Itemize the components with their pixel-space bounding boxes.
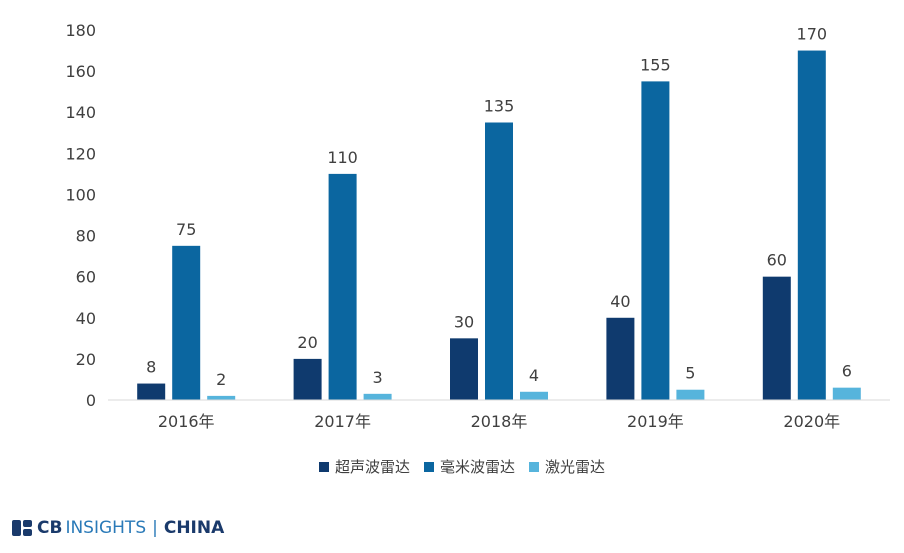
bar xyxy=(137,383,166,400)
data-label: 170 xyxy=(797,25,828,44)
y-tick-label: 0 xyxy=(86,391,96,410)
bar xyxy=(293,358,322,400)
bar xyxy=(641,81,670,400)
data-label: 3 xyxy=(373,368,383,387)
cbinsights-china-logo: CB INSIGHTS | CHINA xyxy=(12,518,224,538)
data-label: 5 xyxy=(685,364,695,383)
data-label: 110 xyxy=(327,148,358,167)
x-tick-label: 2020年 xyxy=(783,412,840,431)
y-tick-label: 160 xyxy=(65,62,96,81)
data-label: 75 xyxy=(176,220,196,239)
legend: 超声波雷达 毫米波雷达 激光雷达 xyxy=(0,456,904,477)
y-tick-label: 20 xyxy=(76,350,96,369)
bar xyxy=(797,50,826,401)
data-labels: 8 75 2 20 110 3 30 135 4 40 155 5 60 170 6 xyxy=(146,25,852,389)
data-label: 6 xyxy=(842,362,852,381)
x-axis: 2016年 2017年 2018年 2019年 2020年 xyxy=(108,399,890,431)
data-label: 4 xyxy=(529,366,539,385)
bar-chart: 0 20 40 60 80 100 120 140 160 180 8 75 2 20 110 3 30 135… xyxy=(65,21,890,431)
bar xyxy=(762,276,791,400)
logo-cb: CB xyxy=(37,518,63,538)
y-tick-label: 60 xyxy=(76,268,96,287)
y-tick-label: 180 xyxy=(65,21,96,40)
y-tick-label: 100 xyxy=(65,185,96,204)
legend-item-mmwave: 毫米波雷达 xyxy=(423,456,515,477)
y-tick-label: 140 xyxy=(65,103,96,122)
legend-label: 激光雷达 xyxy=(545,458,606,476)
bar xyxy=(450,338,478,400)
logo-china: CHINA xyxy=(163,518,225,538)
legend-item-lidar: 激光雷达 xyxy=(529,456,605,477)
legend-label: 超声波雷达 xyxy=(334,458,410,476)
x-tick-label: 2017年 xyxy=(314,412,371,431)
x-tick-label: 2019年 xyxy=(627,412,684,431)
cb-logo-icon xyxy=(12,520,34,536)
y-tick-label: 80 xyxy=(76,227,96,246)
data-label: 155 xyxy=(640,55,671,74)
bar xyxy=(832,387,861,400)
legend-swatch xyxy=(318,461,329,472)
y-tick-label: 120 xyxy=(65,144,96,163)
data-label: 135 xyxy=(484,97,515,116)
bar xyxy=(207,395,236,400)
legend-item-ultrasonic: 超声波雷达 xyxy=(318,456,410,477)
bar xyxy=(363,393,392,400)
data-label: 60 xyxy=(767,251,787,270)
logo-separator: | xyxy=(152,518,158,538)
x-tick-label: 2018年 xyxy=(471,412,528,431)
data-label: 30 xyxy=(454,312,474,331)
data-label: 40 xyxy=(610,292,630,311)
bar xyxy=(485,122,513,400)
y-axis: 0 20 40 60 80 100 120 140 160 180 xyxy=(65,21,96,410)
y-tick-label: 40 xyxy=(76,309,96,328)
legend-label: 毫米波雷达 xyxy=(439,458,515,476)
bars xyxy=(137,50,861,401)
data-label: 20 xyxy=(297,333,317,352)
x-tick-label: 2016年 xyxy=(158,412,215,431)
legend-swatch xyxy=(423,461,434,472)
legend-swatch xyxy=(529,461,539,472)
bar xyxy=(328,173,357,400)
logo-insights: INSIGHTS xyxy=(65,518,147,538)
data-label: 8 xyxy=(146,358,156,377)
data-label: 2 xyxy=(216,370,226,389)
bar xyxy=(172,245,201,400)
bar xyxy=(676,389,705,400)
bar xyxy=(606,317,635,400)
bar xyxy=(520,391,548,400)
